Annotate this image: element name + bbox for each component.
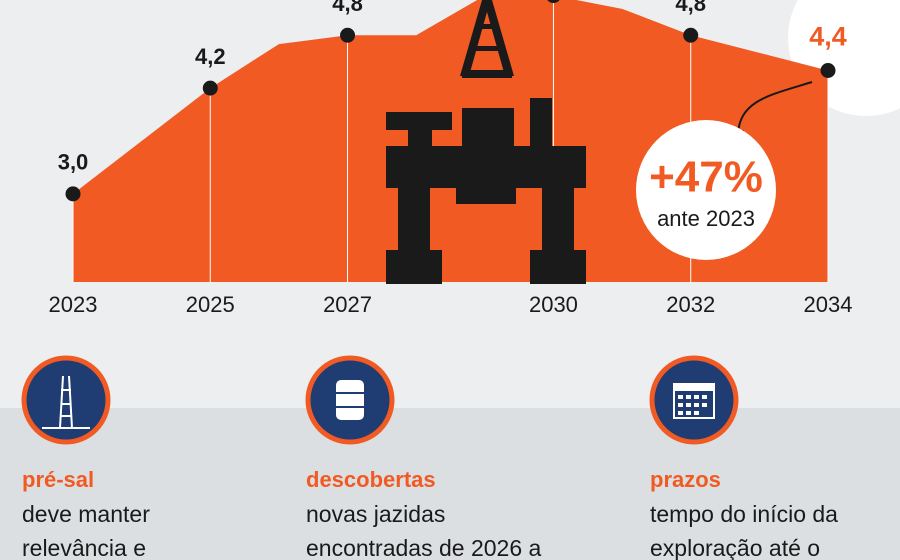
card-text: relevância e <box>22 535 146 560</box>
value-label: 4,8 <box>675 0 706 16</box>
annotation-text: ante 2023 <box>657 206 755 231</box>
x-tick-label: 2025 <box>186 292 235 317</box>
card-text: tempo do início da <box>650 501 838 527</box>
value-label: 4,4 <box>809 22 847 52</box>
point <box>683 27 699 43</box>
card-text: deve manter <box>22 501 150 527</box>
x-tick-label: 2034 <box>804 292 853 317</box>
point <box>547 0 560 4</box>
x-tick-label: 2027 <box>323 292 372 317</box>
card-title: pré-sal <box>22 467 94 492</box>
value-label: 4,2 <box>195 44 226 69</box>
point <box>65 186 81 202</box>
card-text: encontradas de 2026 a <box>306 535 542 560</box>
annotation-circle <box>636 120 776 260</box>
point <box>820 63 836 78</box>
point <box>202 80 218 96</box>
oil-rig-icon <box>386 0 586 284</box>
value-label: 3,0 <box>58 150 89 175</box>
point <box>340 27 356 43</box>
card-text: exploração até o <box>650 535 820 560</box>
icon-barrel <box>305 355 395 445</box>
x-tick-label: 2032 <box>666 292 715 317</box>
icon-calendar <box>649 355 739 445</box>
card-text: novas jazidas <box>306 501 445 527</box>
annotation-value: +47% <box>649 153 763 202</box>
card-title: prazos <box>650 467 721 492</box>
x-tick-label: 2023 <box>49 292 98 317</box>
card-title: descobertas <box>306 467 436 492</box>
value-label: 4,8 <box>332 0 363 16</box>
annotation-arrow <box>737 81 813 135</box>
x-tick-label: 2030 <box>529 292 578 317</box>
area <box>73 0 828 282</box>
icon-presal <box>21 355 111 445</box>
card-band <box>0 408 900 560</box>
